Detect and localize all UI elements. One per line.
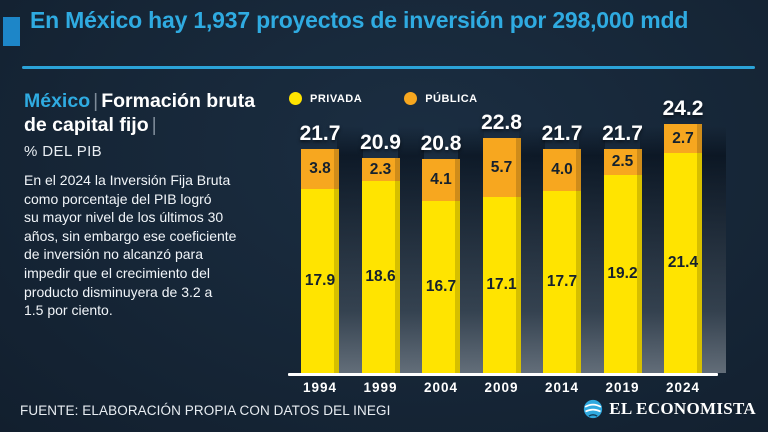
bar-edge-shade (334, 149, 339, 373)
x-axis-label: 2014 (544, 380, 580, 395)
bar-value-privada: 17.9 (304, 272, 336, 289)
bar-shadow (700, 126, 726, 373)
bar-total-label: 24.2 (662, 97, 704, 120)
legend-dot-icon (404, 92, 418, 105)
bar-segment-privada: 17.7 (543, 191, 581, 373)
bar-value-privada: 19.2 (607, 265, 638, 282)
bar-value-publica: 2.7 (672, 129, 694, 147)
bar-group-2024: 2.7 21.4 (664, 124, 702, 373)
bar-group-1994: 3.8 17.9 (301, 149, 339, 373)
bar-shadow (397, 126, 424, 373)
chart-heading: México | Formación bruta de capital fijo |%… (24, 89, 266, 164)
x-axis-baseline (288, 373, 718, 376)
bar-group-2009: 5.7 17.1 (482, 138, 521, 373)
brand-name: EL ECONOMISTA (609, 399, 756, 418)
bar-value-privada: 16.7 (425, 278, 457, 295)
chart-heading-title: Formación bruta de capital fijo (24, 90, 256, 136)
bar-edge-shade (576, 149, 581, 373)
bar-segment-privada: 17.9 (301, 189, 339, 373)
bar-segment-privada: 21.4 (664, 153, 702, 373)
bar-segment-publica: 2.5 (603, 149, 642, 175)
bar-segment-privada: 18.6 (361, 181, 400, 373)
brand-logo: EL ECONOMISTA (583, 399, 756, 419)
bar-segment-publica: 4.0 (543, 149, 581, 191)
bar-segment-publica: 3.8 (301, 149, 339, 189)
bar-edge-shade (394, 158, 400, 373)
bar-edge-shade (636, 149, 642, 373)
x-axis-label: 1999 (363, 380, 398, 395)
bar-shadow (639, 126, 666, 373)
legend-dot-icon (289, 92, 302, 105)
page-title: En México hay 1,937 proyectos de inversi… (30, 7, 689, 33)
chart-heading-region: México (24, 90, 91, 112)
bar-edge-shade (515, 138, 521, 373)
el-economista-logo-icon (583, 399, 603, 419)
accent-square (3, 17, 20, 46)
bar-shadow (518, 126, 545, 373)
bar-value-privada: 17.1 (486, 276, 517, 293)
x-axis-label: 1994 (302, 380, 338, 395)
x-axis-label: 2019 (605, 380, 640, 395)
bar-chart: 3.8 17.9 21.7 1994 2.3 18.6 20.9 1999 4.… (288, 88, 726, 395)
bar-group-2019: 2.5 19.2 (603, 149, 642, 373)
bar-shadow (458, 126, 484, 373)
bar-value-publica: 4.1 (430, 171, 452, 188)
x-axis-label: 2024 (665, 380, 701, 395)
bar-value-privada: 18.6 (365, 268, 396, 285)
bar-total-label: 22.8 (481, 111, 522, 134)
bar-value-publica: 2.3 (369, 160, 392, 178)
bar-value-publica: 5.7 (490, 158, 513, 176)
bar-segment-privada: 19.2 (603, 175, 642, 373)
bar-shadow (579, 126, 605, 373)
bar-segment-publica: 5.7 (482, 138, 521, 197)
bar-total-label: 20.9 (360, 131, 401, 154)
source-note: FUENTE: ELABORACIÓN PROPIA CON DATOS DEL… (20, 403, 391, 418)
x-axis-label: 2009 (484, 380, 519, 395)
bar-value-publica: 3.8 (309, 160, 331, 177)
bar-segment-publica: 2.3 (361, 158, 400, 181)
heading-separator: | (151, 114, 157, 136)
title-divider (22, 66, 755, 69)
bar-group-2004: 4.1 16.7 (422, 159, 460, 373)
bar-segment-publica: 4.1 (422, 159, 460, 201)
bar-shadow (337, 126, 363, 373)
legend-item: PÚBLICA (404, 92, 477, 105)
bar-total-label: 21.7 (602, 122, 643, 145)
legend-label: PRIVADA (310, 92, 363, 105)
bar-total-label: 21.7 (541, 122, 583, 145)
bar-segment-privada: 17.1 (482, 197, 521, 373)
legend-label: PÚBLICA (425, 92, 478, 105)
bar-value-publica: 2.5 (611, 153, 634, 170)
legend-item: PRIVADA (289, 92, 362, 105)
heading-separator: | (93, 90, 99, 112)
annotation-text: En el 2024 la Inversión Fija Bruta como … (24, 172, 237, 319)
bar-value-privada: 21.4 (667, 254, 699, 271)
bar-edge-shade (697, 124, 702, 373)
bar-total-label: 20.8 (420, 132, 462, 155)
x-axis-label: 2004 (423, 380, 459, 395)
bar-value-publica: 4.0 (551, 161, 573, 178)
bar-total-label: 21.7 (299, 122, 341, 145)
bar-group-1999: 2.3 18.6 (361, 158, 400, 373)
chart-heading-unit: % DEL PIB (24, 143, 103, 160)
bar-group-2014: 4.0 17.7 (543, 149, 581, 373)
bar-value-privada: 17.7 (546, 273, 578, 290)
bar-segment-publica: 2.7 (664, 124, 702, 153)
bar-edge-shade (455, 159, 460, 373)
bar-segment-privada: 16.7 (422, 201, 460, 373)
legend: PRIVADA PÚBLICA (289, 92, 478, 105)
